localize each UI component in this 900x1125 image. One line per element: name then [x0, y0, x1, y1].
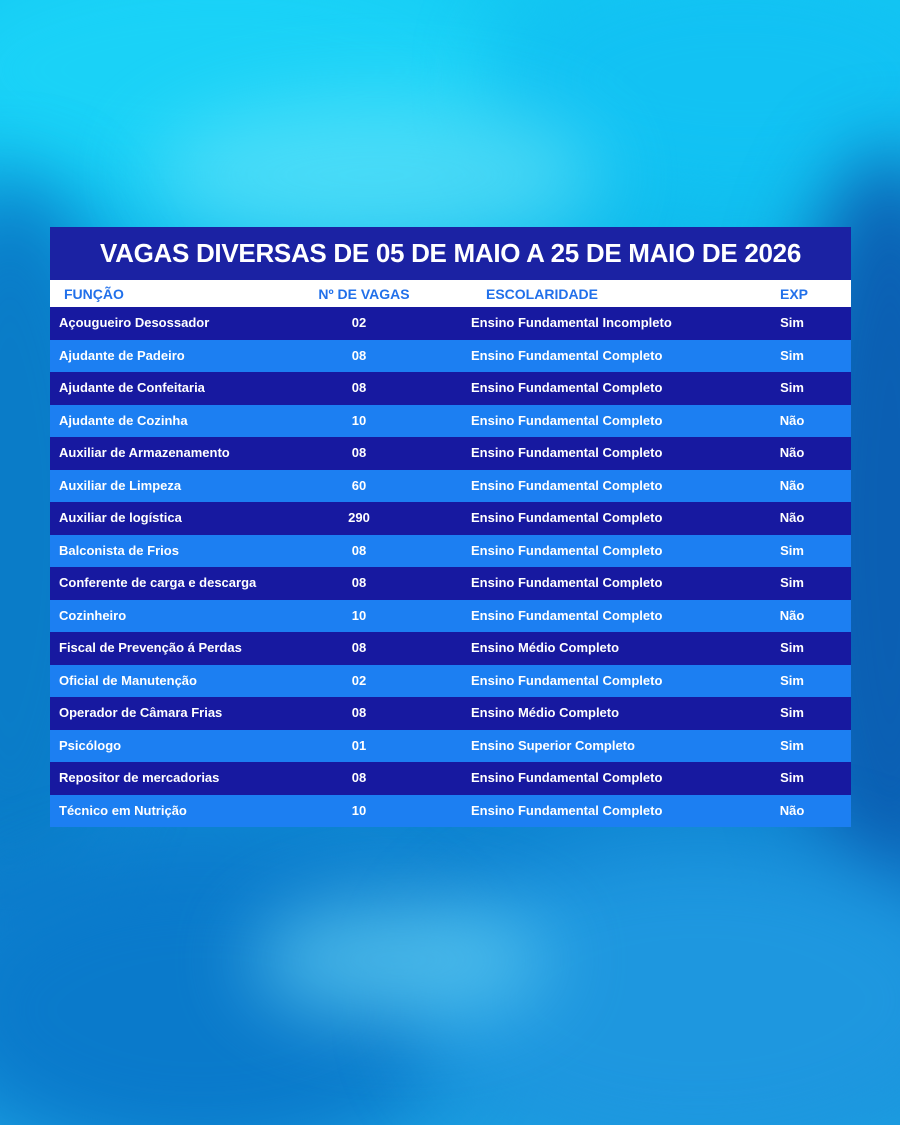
table-row: Oficial de Manutenção 02 Ensino Fundamen… — [50, 664, 851, 697]
header-exp: EXP — [779, 286, 808, 302]
table-row: Ajudante de Confeitaria 08 Ensino Fundam… — [50, 372, 851, 405]
cell-exp: Não — [779, 412, 805, 428]
cell-vagas: 10 — [351, 412, 367, 428]
table-row: Técnico em Nutrição 10 Ensino Fundamenta… — [50, 794, 851, 827]
cell-exp: Sim — [780, 737, 804, 753]
table-row: Conferente de carga e descarga 08 Ensino… — [50, 567, 851, 600]
cell-exp: Sim — [780, 315, 804, 330]
table-row: Balconista de Frios 08 Ensino Fundamenta… — [50, 534, 851, 567]
table-row: Ajudante de Padeiro 08 Ensino Fundamenta… — [50, 339, 851, 372]
cell-funcao: Auxiliar de Armazenamento — [59, 445, 230, 460]
cell-funcao: Oficial de Manutenção — [59, 672, 197, 688]
cell-exp: Não — [779, 802, 805, 818]
cell-funcao: Açougueiro Desossador — [59, 315, 210, 330]
cell-exp: Não — [779, 607, 805, 623]
table-row: Auxiliar de logística 290 Ensino Fundame… — [50, 502, 851, 535]
cell-funcao: Repositor de mercadorias — [59, 770, 220, 785]
jobs-table: VAGAS DIVERSAS DE 05 DE MAIO A 25 DE MAI… — [50, 227, 851, 827]
cell-funcao: Cozinheiro — [59, 607, 127, 623]
cell-funcao: Ajudante de Cozinha — [59, 412, 188, 428]
cell-escolaridade: Ensino Fundamental Completo — [471, 770, 663, 785]
cell-funcao: Ajudante de Padeiro — [59, 347, 185, 363]
table-row: Auxiliar de Armazenamento 08 Ensino Fund… — [50, 437, 851, 470]
cell-vagas: 08 — [351, 705, 367, 720]
cell-escolaridade: Ensino Fundamental Completo — [471, 445, 663, 460]
cell-vagas: 08 — [351, 575, 367, 590]
cell-funcao: Psicólogo — [59, 737, 122, 753]
cell-escolaridade: Ensino Médio Completo — [471, 640, 620, 655]
cell-exp: Sim — [780, 770, 804, 785]
cell-funcao: Fiscal de Prevenção á Perdas — [59, 640, 242, 655]
cell-exp: Não — [779, 510, 805, 525]
cell-escolaridade: Ensino Fundamental Completo — [471, 380, 663, 395]
cell-escolaridade: Ensino Fundamental Completo — [471, 607, 663, 623]
table-title: VAGAS DIVERSAS DE 05 DE MAIO A 25 DE MAI… — [50, 227, 851, 280]
header-vagas: Nº DE VAGAS — [318, 286, 410, 302]
cell-exp: Sim — [780, 705, 804, 720]
table-row: Cozinheiro 10 Ensino Fundamental Complet… — [50, 599, 851, 632]
cell-funcao: Conferente de carga e descarga — [59, 575, 257, 590]
table-row: Açougueiro Desossador 02 Ensino Fundamen… — [50, 307, 851, 340]
table-row: Repositor de mercadorias 08 Ensino Funda… — [50, 762, 851, 795]
cell-escolaridade: Ensino Superior Completo — [471, 737, 635, 753]
background-blob — [250, 900, 550, 1020]
cell-vagas: 10 — [351, 607, 367, 623]
cell-escolaridade: Ensino Fundamental Completo — [471, 412, 663, 428]
cell-vagas: 290 — [348, 510, 370, 525]
cell-vagas: 08 — [351, 640, 367, 655]
cell-exp: Não — [779, 477, 805, 493]
cell-exp: Sim — [780, 640, 804, 655]
table-header: FUNÇÃO Nº DE VAGAS ESCOLARIDADE EXP — [50, 280, 851, 307]
background-blob — [150, 100, 600, 250]
cell-funcao: Técnico em Nutrição — [59, 802, 187, 818]
cell-vagas: 02 — [351, 672, 367, 688]
cell-escolaridade: Ensino Fundamental Completo — [471, 542, 663, 558]
table-row: Ajudante de Cozinha 10 Ensino Fundamenta… — [50, 404, 851, 437]
cell-vagas: 01 — [351, 737, 367, 753]
cell-exp: Sim — [780, 575, 804, 590]
cell-escolaridade: Ensino Fundamental Completo — [471, 510, 663, 525]
cell-exp: Sim — [780, 380, 804, 395]
cell-vagas: 08 — [351, 770, 367, 785]
cell-funcao: Balconista de Frios — [59, 542, 179, 558]
cell-vagas: 08 — [351, 380, 367, 395]
table-row: Psicólogo 01 Ensino Superior Completo Si… — [50, 729, 851, 762]
table-row: Fiscal de Prevenção á Perdas 08 Ensino M… — [50, 632, 851, 665]
cell-vagas: 08 — [351, 542, 367, 558]
cell-funcao: Auxiliar de Limpeza — [59, 477, 182, 493]
cell-exp: Não — [779, 445, 805, 460]
cell-vagas: 60 — [351, 477, 367, 493]
cell-funcao: Auxiliar de logística — [59, 510, 182, 525]
cell-escolaridade: Ensino Fundamental Completo — [471, 347, 663, 363]
cell-funcao: Ajudante de Confeitaria — [59, 380, 205, 395]
cell-vagas: 08 — [351, 347, 367, 363]
cell-escolaridade: Ensino Fundamental Completo — [471, 672, 663, 688]
cell-escolaridade: Ensino Fundamental Completo — [471, 575, 663, 590]
cell-escolaridade: Ensino Médio Completo — [471, 705, 620, 720]
cell-exp: Sim — [780, 542, 804, 558]
cell-vagas: 10 — [351, 802, 367, 818]
table-row: Operador de Câmara Frias 08 Ensino Médio… — [50, 697, 851, 730]
cell-funcao: Operador de Câmara Frias — [59, 705, 223, 720]
cell-exp: Sim — [780, 672, 804, 688]
cell-vagas: 02 — [351, 315, 367, 330]
cell-escolaridade: Ensino Fundamental Completo — [471, 477, 663, 493]
header-escolaridade: ESCOLARIDADE — [486, 286, 599, 302]
header-funcao: FUNÇÃO — [64, 286, 124, 302]
cell-exp: Sim — [780, 347, 804, 363]
cell-vagas: 08 — [351, 445, 367, 460]
table-row: Auxiliar de Limpeza 60 Ensino Fundamenta… — [50, 469, 851, 502]
cell-escolaridade: Ensino Fundamental Completo — [471, 802, 663, 818]
cell-escolaridade: Ensino Fundamental Incompleto — [471, 315, 672, 330]
